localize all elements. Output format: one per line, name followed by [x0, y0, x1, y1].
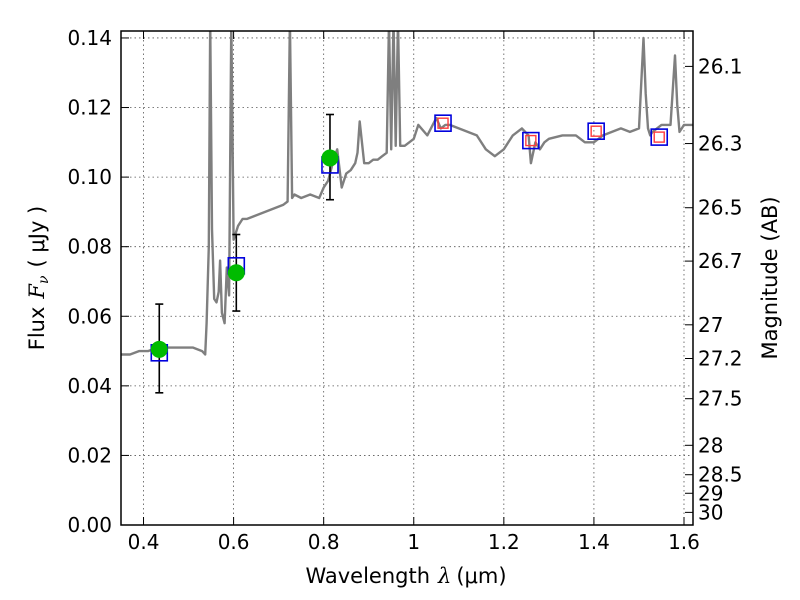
- y-axis-label: FluxFν( μJy ): [25, 206, 52, 350]
- x-tick-label: 1.4: [578, 530, 610, 554]
- x-tick-label: 1: [407, 530, 420, 554]
- x-tick-label: 1.2: [488, 530, 520, 554]
- mag-tick-label: 30: [698, 500, 723, 524]
- limit-point: [437, 117, 449, 129]
- model-point: [522, 131, 540, 150]
- mag-tick-label: 26.1: [698, 54, 743, 78]
- x-tick-label: 1.6: [668, 530, 700, 554]
- observed-point: [321, 149, 339, 167]
- observed-point: [227, 264, 245, 282]
- mag-tick-label: 27.2: [698, 346, 743, 370]
- y-tick-label: 0.02: [67, 443, 112, 467]
- mag-tick-label: 27: [698, 313, 723, 337]
- spectrum-line: [121, 31, 693, 356]
- tick-labels: 0.4 0.6 0.8 1 1.2 1.4 1.6 0.00 0.02 0.04 0.06 0.08 0…: [67, 26, 742, 554]
- limit-point: [590, 125, 602, 137]
- y-tick-label: 0.06: [67, 304, 112, 328]
- mag-tick-label: 28.5: [698, 463, 743, 487]
- y-tick-label: 0.14: [67, 26, 112, 50]
- mag-tick-label: 26.3: [698, 132, 743, 156]
- model-point: [434, 114, 452, 132]
- plot-frame: [120, 30, 694, 526]
- mag-tick-label: 29: [698, 481, 723, 505]
- ticks: [121, 31, 693, 526]
- y-tick-label: 0.12: [67, 96, 112, 120]
- x-axis-label: Wavelength λ (μm): [305, 564, 506, 588]
- mag-tick-label: 26.5: [698, 196, 743, 220]
- y-tick-label: 0.10: [67, 165, 112, 189]
- x-tick-label: 0.8: [308, 530, 340, 554]
- model-point: [587, 122, 605, 140]
- mag-tick-label: 26.7: [698, 249, 743, 273]
- x-tick-label: 0.4: [128, 530, 160, 554]
- y-tick-label: 0.00: [67, 513, 112, 537]
- mag-tick-label: 28: [698, 433, 723, 457]
- model-point: [650, 128, 669, 146]
- limit-point: [525, 134, 537, 147]
- x-tick-label: 0.6: [218, 530, 250, 554]
- mag-tick-label: 27.5: [698, 387, 743, 411]
- y-tick-label: 0.08: [67, 235, 112, 259]
- limit-point: [653, 131, 665, 143]
- points-layer: [150, 113, 669, 394]
- y2-axis-label: Magnitude (AB): [758, 196, 782, 359]
- y-tick-label: 0.04: [67, 374, 112, 398]
- observed-point: [150, 340, 168, 358]
- spectrum-layer: [121, 31, 693, 356]
